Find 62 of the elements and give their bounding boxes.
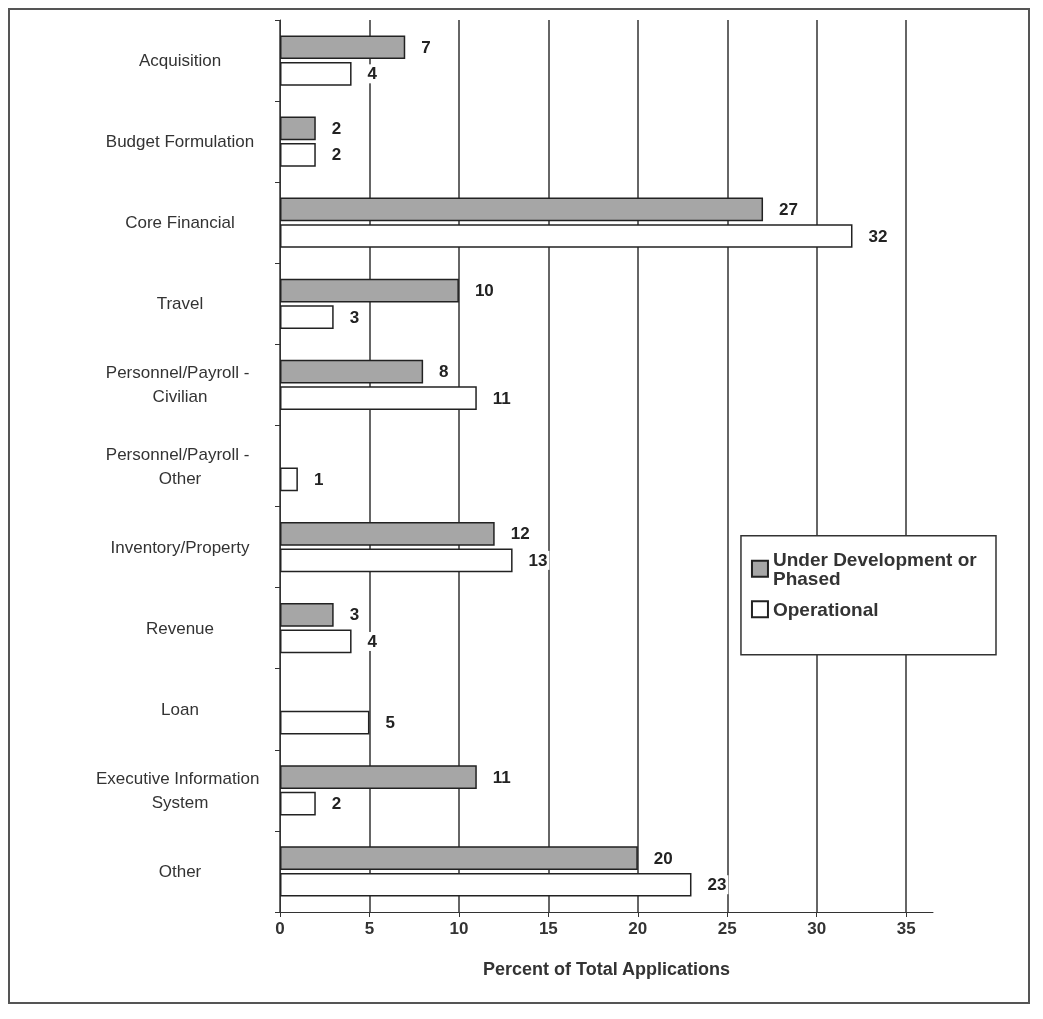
data-label: 2 (331, 118, 342, 138)
y-tick-label: Budget Formulation (105, 132, 255, 152)
data-label: 2 (331, 794, 342, 814)
data-label: 11 (492, 767, 511, 787)
bar (280, 765, 477, 789)
x-tick-label: 5 (364, 919, 375, 938)
data-label: 27 (779, 199, 798, 219)
data-label: 4 (367, 64, 378, 84)
bar (280, 846, 638, 871)
bar (280, 791, 316, 816)
bar (280, 143, 316, 167)
data-label: 13 (528, 550, 548, 570)
bar (280, 548, 513, 573)
data-label: 3 (349, 605, 360, 625)
bar (280, 629, 352, 654)
bar (280, 224, 853, 248)
data-label: 23 (707, 875, 727, 895)
bar (280, 521, 495, 546)
y-tick-label: Acquisition (138, 51, 222, 71)
bar (280, 278, 459, 303)
data-label: 10 (474, 281, 494, 301)
y-tick-label: Other (158, 861, 202, 881)
x-tick-label: 35 (896, 919, 916, 938)
data-label: 3 (349, 307, 360, 327)
data-label: 2 (331, 145, 342, 165)
x-tick-label: 30 (807, 919, 827, 938)
y-tick-label: Travel (156, 294, 204, 314)
bar (280, 603, 334, 627)
bar (280, 386, 477, 411)
y-tick-label: Executive Information System (95, 768, 265, 812)
bar (280, 305, 334, 329)
legend-label: Under Development or Phased (772, 548, 983, 589)
data-label: 5 (385, 713, 395, 733)
y-tick-label: Loan (161, 699, 199, 719)
x-tick-label: 10 (449, 919, 469, 938)
bar (280, 710, 370, 735)
data-label: 11 (492, 388, 511, 408)
data-label: 7 (421, 37, 431, 57)
bar (280, 35, 406, 60)
bar (280, 116, 316, 141)
data-label: 8 (439, 362, 449, 382)
y-tick-label: Inventory/Property (110, 537, 250, 557)
bar (280, 359, 424, 384)
bar (280, 61, 352, 86)
x-tick-label: 0 (275, 919, 285, 938)
data-label: 32 (868, 226, 888, 246)
data-label: 1 (313, 469, 324, 489)
x-axis-title: Percent of Total Applications (482, 959, 731, 979)
y-tick-label: Revenue (145, 618, 215, 638)
data-label: 12 (510, 524, 530, 544)
bar (280, 197, 764, 222)
x-tick-label: 15 (538, 919, 558, 938)
data-label: 4 (367, 631, 378, 651)
bar (280, 872, 692, 897)
data-label: 20 (653, 848, 673, 868)
bar (280, 467, 298, 492)
y-tick-label: Personnel/Payroll - Other (105, 444, 255, 488)
legend-label: Operational (772, 598, 879, 620)
x-tick-label: 20 (628, 919, 648, 938)
y-tick-label: Core Financial (125, 213, 235, 233)
x-tick-label: 25 (717, 919, 737, 938)
y-tick-label: Personnel/Payroll - Civilian (105, 363, 255, 407)
